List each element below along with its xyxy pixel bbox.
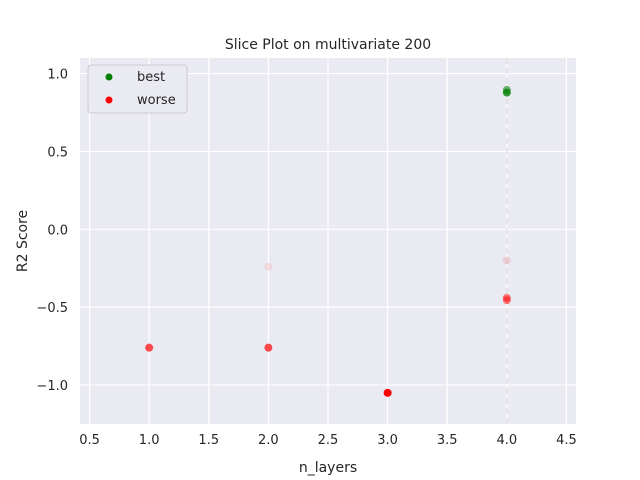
x-tick-label: 0.5	[79, 433, 100, 448]
y-tick-label: −0.5	[36, 301, 68, 316]
x-tick-label: 4.0	[497, 433, 518, 448]
y-tick-labels: 1.0 0.5 0.0 −0.5 −1.0	[36, 68, 68, 394]
worse-point	[145, 343, 154, 352]
legend-box	[87, 64, 188, 114]
x-tick-label: 3.0	[377, 433, 398, 448]
y-tick-label: 0.5	[47, 145, 68, 160]
y-axis-label: R2 Score	[15, 210, 31, 272]
best-point	[502, 88, 511, 97]
legend-marker-worse	[105, 96, 113, 104]
y-tick-label: −1.0	[36, 379, 68, 394]
x-tick-label: 1.5	[198, 433, 219, 448]
chart-title: Slice Plot on multivariate 200	[225, 37, 431, 53]
y-tick-label: 1.0	[47, 68, 68, 83]
data-points	[145, 85, 511, 397]
worse-point	[264, 343, 273, 352]
legend-marker-best	[105, 73, 113, 81]
legend-label-worse: worse	[137, 93, 176, 108]
x-tick-label: 2.0	[258, 433, 279, 448]
worse-point	[264, 262, 273, 271]
x-axis-label: n_layers	[299, 460, 357, 476]
x-tick-labels: 0.5 1.0 1.5 2.0 2.5 3.0 3.5 4.0 4.5	[79, 433, 577, 448]
legend: best worse	[87, 64, 188, 114]
x-tick-label: 4.5	[556, 433, 577, 448]
legend-label-best: best	[137, 70, 165, 85]
x-tick-label: 3.5	[437, 433, 458, 448]
y-tick-label: 0.0	[47, 223, 68, 238]
worse-point	[502, 256, 511, 265]
x-tick-label: 1.0	[139, 433, 160, 448]
x-tick-label: 2.5	[318, 433, 339, 448]
worse-point	[502, 296, 511, 305]
worse-point	[383, 388, 392, 397]
